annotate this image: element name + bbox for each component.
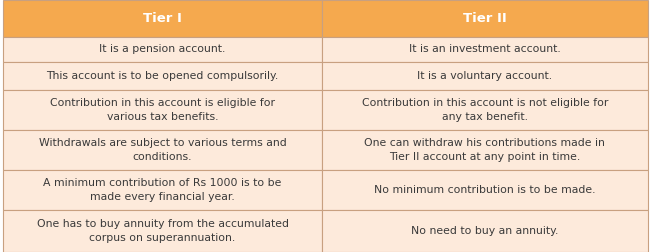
Bar [3, 170, 322, 210]
Bar [3, 90, 322, 130]
Bar [3, 61, 322, 90]
Bar [3, 130, 322, 170]
Text: It is a pension account.: It is a pension account. [100, 44, 226, 54]
Text: This account is to be opened compulsorily.: This account is to be opened compulsoril… [46, 71, 279, 81]
Text: One has to buy annuity from the accumulated
corpus on superannuation.: One has to buy annuity from the accumula… [36, 219, 288, 243]
Text: No need to buy an annuity.: No need to buy an annuity. [411, 226, 559, 236]
Bar [322, 170, 648, 210]
Bar [322, 0, 648, 37]
Bar [322, 37, 648, 61]
Bar [3, 210, 322, 252]
Bar [322, 210, 648, 252]
Text: No minimum contribution is to be made.: No minimum contribution is to be made. [374, 185, 596, 195]
Bar [3, 37, 322, 61]
Text: Tier I: Tier I [143, 12, 182, 25]
Text: It is an investment account.: It is an investment account. [409, 44, 561, 54]
Text: It is a voluntary account.: It is a voluntary account. [417, 71, 553, 81]
Text: A minimum contribution of Rs 1000 is to be
made every financial year.: A minimum contribution of Rs 1000 is to … [44, 178, 282, 202]
Bar [322, 90, 648, 130]
Text: Contribution in this account is eligible for
various tax benefits.: Contribution in this account is eligible… [50, 98, 275, 122]
Bar [3, 0, 322, 37]
Text: Withdrawals are subject to various terms and
conditions.: Withdrawals are subject to various terms… [38, 138, 286, 162]
Text: Contribution in this account is not eligible for
any tax benefit.: Contribution in this account is not elig… [362, 98, 608, 122]
Text: Tier II: Tier II [463, 12, 506, 25]
Bar [322, 61, 648, 90]
Text: One can withdraw his contributions made in
Tier II account at any point in time.: One can withdraw his contributions made … [365, 138, 605, 162]
Bar [322, 130, 648, 170]
